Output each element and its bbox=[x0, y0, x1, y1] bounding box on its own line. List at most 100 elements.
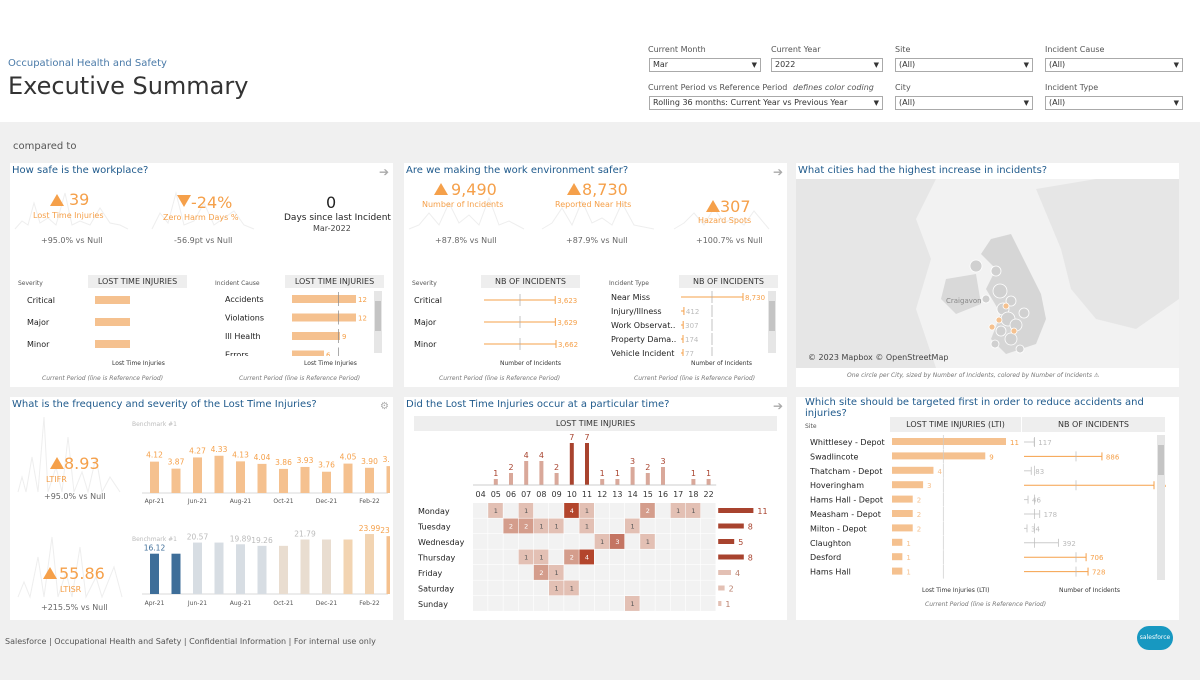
heatmap-cell-empty bbox=[488, 596, 503, 611]
bar bbox=[292, 350, 324, 356]
heatmap-cell-value: 2 bbox=[570, 554, 574, 562]
bar-value: 3,623 bbox=[557, 297, 577, 305]
hour-bar bbox=[569, 443, 574, 485]
ltisr-bar bbox=[279, 545, 288, 594]
chart-note: Current Period (line is Reference Period… bbox=[634, 375, 756, 382]
hour-bar bbox=[509, 473, 513, 485]
current-month-select[interactable]: Mar ▼ bbox=[649, 58, 761, 72]
row-label: Property Dama.. bbox=[611, 335, 676, 344]
heatmap-cell-empty bbox=[473, 549, 488, 565]
axis-label: Lost Time Injuries (LTI) bbox=[922, 587, 990, 594]
lti-value-label: 9 bbox=[989, 453, 993, 461]
heatmap-cell-empty bbox=[549, 596, 564, 611]
days-since-date: Mar-2022 bbox=[313, 224, 351, 233]
arrow-right-icon[interactable]: ➔ bbox=[772, 399, 783, 413]
axis-label: Number of Incidents bbox=[691, 360, 753, 367]
lti-value-label: 11 bbox=[1010, 439, 1019, 447]
lti-bar bbox=[892, 524, 913, 532]
hour-value-label: 7 bbox=[569, 433, 574, 442]
day-total-bar bbox=[718, 570, 731, 575]
hour-value-label: 1 bbox=[600, 469, 605, 478]
row-label: Critical bbox=[414, 296, 442, 305]
row-label: Vehicle Incident bbox=[611, 349, 674, 356]
ltifr-bar bbox=[300, 466, 310, 493]
heatmap-cell-empty bbox=[701, 596, 716, 611]
hour-value-label: 1 bbox=[706, 469, 711, 478]
ltifr-bar bbox=[343, 463, 353, 493]
site-select[interactable]: (All) ▼ bbox=[895, 58, 1033, 72]
period-select[interactable]: Rolling 36 months: Current Year vs Previ… bbox=[649, 96, 883, 110]
heatmap-cell-empty bbox=[640, 596, 655, 611]
kpi-label: Reported Near Hits bbox=[555, 200, 632, 209]
x-tick-label: Feb-22 bbox=[359, 498, 380, 505]
triangle-up-icon bbox=[50, 457, 64, 469]
heatmap-cell bbox=[518, 503, 534, 518]
bar bbox=[292, 313, 356, 322]
heatmap-cell-empty bbox=[579, 534, 594, 549]
incident-type-select[interactable]: (All) ▼ bbox=[1045, 96, 1183, 110]
kpi-value: 39 bbox=[69, 190, 90, 209]
ltifr-value-label: 3.90 bbox=[361, 457, 378, 466]
incident-value-label: 46 bbox=[1032, 497, 1041, 505]
lti-bar bbox=[892, 538, 903, 546]
heatmap-cell-empty bbox=[609, 580, 625, 596]
incident-value-label: 728 bbox=[1092, 569, 1105, 577]
row-label: Critical bbox=[27, 296, 55, 305]
map-view[interactable]: Craigavon © 2023 Mapbox © OpenStreetMap bbox=[796, 179, 1179, 368]
table-header: Site bbox=[805, 423, 817, 430]
arrow-right-icon[interactable]: ➔ bbox=[378, 165, 389, 179]
bar-value: 3,662 bbox=[558, 341, 578, 349]
chart-note: Current Period (line is Reference Period… bbox=[239, 375, 361, 382]
city-select[interactable]: (All) ▼ bbox=[895, 96, 1033, 110]
map-credit: © 2023 Mapbox © OpenStreetMap bbox=[808, 353, 949, 362]
ltisr-bar bbox=[386, 536, 390, 594]
kpi-compare: +100.7% vs Null bbox=[696, 236, 763, 245]
ltisr-value: 55.86 bbox=[59, 564, 105, 583]
heatmap-cell-empty bbox=[579, 565, 594, 580]
ltisr-bar bbox=[343, 539, 353, 594]
kpi-compare: +87.8% vs Null bbox=[435, 236, 497, 245]
filter-label-type: Incident Type bbox=[1045, 83, 1099, 92]
heatmap-cell bbox=[533, 549, 549, 565]
ltisr-bar bbox=[365, 534, 374, 594]
heatmap-cell-empty bbox=[473, 518, 488, 534]
ltifr-value-label: 4.04 bbox=[254, 453, 271, 462]
map-svg bbox=[796, 179, 1179, 368]
city-circles-highlight bbox=[988, 302, 1018, 335]
scrollbar[interactable] bbox=[1157, 435, 1165, 580]
arrow-right-icon[interactable]: ➔ bbox=[772, 165, 783, 179]
heatmap-cell-empty bbox=[670, 596, 686, 611]
ltifr-bar bbox=[193, 457, 202, 493]
heatmap-cell-value: 2 bbox=[646, 507, 650, 515]
hour-value-label: 2 bbox=[645, 463, 650, 472]
x-tick-label: Apr-21 bbox=[145, 600, 165, 607]
column-header: LOST TIME INJURIES bbox=[285, 275, 384, 288]
heatmap-cell-empty bbox=[685, 596, 701, 611]
heatmap-cell bbox=[549, 580, 564, 596]
filter-label-cause: Incident Cause bbox=[1045, 45, 1105, 54]
card-title: What cities had the highest increase in … bbox=[798, 165, 1048, 176]
heatmap-cell-empty bbox=[503, 549, 518, 565]
ltisr-bar bbox=[236, 544, 245, 594]
heatmap-cell-empty bbox=[488, 549, 503, 565]
incident-cause-select[interactable]: (All) ▼ bbox=[1045, 58, 1183, 72]
land-ireland bbox=[941, 274, 981, 314]
heatmap-cell-value: 3 bbox=[615, 538, 619, 546]
scrollbar[interactable] bbox=[768, 291, 776, 353]
sparkline bbox=[673, 207, 770, 230]
table-header: Severity bbox=[18, 280, 43, 287]
column-header: NB OF INCIDENTS bbox=[1022, 417, 1165, 432]
hour-bar bbox=[661, 467, 665, 485]
gear-icon[interactable]: ⚙ bbox=[380, 401, 389, 412]
hour-bar bbox=[600, 479, 605, 485]
bar-value: 3,629 bbox=[557, 319, 577, 327]
card-title: Did the Lost Time Injuries occur at a pa… bbox=[406, 399, 670, 410]
chevron-down-icon: ▼ bbox=[1023, 99, 1029, 107]
scrollbar[interactable] bbox=[374, 291, 382, 353]
current-year-select[interactable]: 2022 ▼ bbox=[771, 58, 883, 72]
bar-value: 12 bbox=[358, 296, 367, 304]
kpi-label: Zero Harm Days % bbox=[163, 213, 239, 222]
hour-bar bbox=[615, 479, 620, 485]
day-total-bar bbox=[718, 585, 725, 591]
heatmap-cell-empty bbox=[655, 534, 670, 549]
